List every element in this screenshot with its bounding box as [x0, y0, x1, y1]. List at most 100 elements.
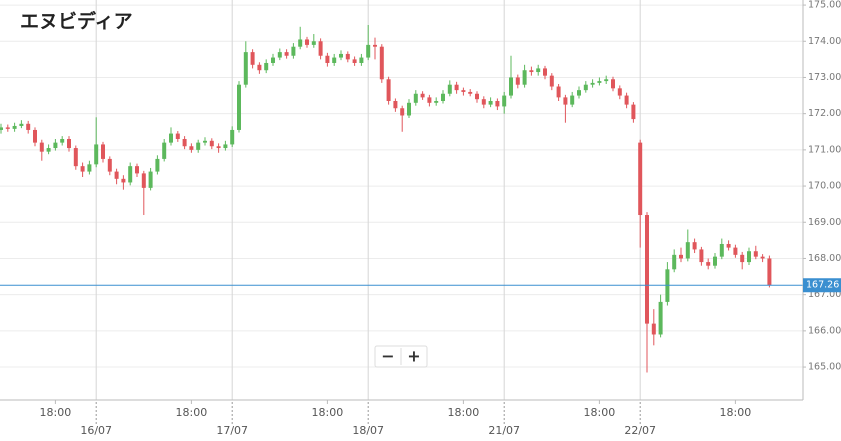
candle-body — [645, 215, 649, 324]
candle-body — [468, 91, 473, 94]
candle-body — [685, 242, 690, 259]
candle-body — [570, 95, 575, 105]
candle-body — [237, 84, 241, 130]
candle-body — [549, 75, 554, 87]
candle-body — [250, 52, 255, 65]
axes: 165.00 166.00 167.00 168.00 169.00 170.00 171.… — [40, 0, 841, 437]
candle-body — [305, 39, 309, 45]
candle-body — [366, 44, 371, 58]
candle-body — [713, 256, 717, 266]
candle-body — [46, 148, 51, 152]
x-tick-label: 18:00 — [312, 406, 344, 419]
zoom-in-button[interactable]: + — [407, 347, 420, 366]
candle-body — [536, 68, 541, 73]
x-tick-label: 18:00 — [448, 406, 480, 419]
x-tick-label: 18:00 — [176, 406, 208, 419]
candle-body — [101, 144, 105, 159]
candle-body — [658, 301, 663, 335]
candle-body — [339, 53, 343, 58]
zoom-out-button[interactable]: − — [381, 347, 394, 366]
candle-body — [400, 108, 405, 116]
candle-body — [706, 262, 711, 266]
candle-body — [719, 243, 724, 257]
candle-body — [427, 97, 432, 103]
candle-body — [556, 86, 561, 98]
candle-body — [12, 125, 17, 129]
candle-body — [434, 100, 439, 103]
candle-body — [475, 93, 479, 100]
candle-body — [386, 79, 391, 101]
candle-body — [522, 70, 527, 85]
candle-body — [583, 84, 588, 91]
candle-body — [631, 104, 636, 120]
candle-body — [753, 251, 758, 257]
candle-body — [352, 59, 357, 63]
candle-body — [577, 90, 581, 96]
candle-body — [277, 52, 282, 58]
candle-body — [318, 41, 323, 56]
candle-body — [638, 142, 643, 216]
y-tick-label: 173.00 — [808, 72, 841, 83]
date-label: 18/07 — [352, 424, 384, 437]
candle-body — [379, 46, 384, 80]
candle-body — [175, 133, 180, 140]
candle-body — [624, 95, 629, 105]
candle-body — [488, 100, 493, 105]
candle-body — [345, 53, 350, 60]
y-tick-label: 165.00 — [808, 362, 841, 373]
grid — [0, 0, 803, 400]
candle-body — [740, 254, 745, 263]
candle-body — [67, 139, 71, 149]
candle-body — [699, 249, 704, 263]
candle-body — [0, 127, 3, 130]
candle-body — [420, 93, 425, 98]
candle-body — [26, 123, 31, 130]
y-tick-label: 172.00 — [808, 108, 841, 119]
candle-body — [209, 140, 214, 147]
candle-body — [182, 139, 187, 147]
candle-body — [216, 146, 221, 149]
candle-body — [53, 142, 58, 149]
candle-body — [148, 171, 153, 188]
candle-body — [597, 81, 602, 83]
y-tick-label: 170.00 — [808, 181, 841, 192]
candle-body — [760, 256, 765, 259]
candle-body — [87, 164, 92, 172]
candle-body — [128, 166, 133, 183]
candle-body — [264, 62, 269, 71]
candle-body — [604, 79, 609, 82]
candle-body — [651, 323, 656, 335]
candle-body — [39, 142, 44, 152]
candle-body — [373, 44, 377, 47]
candle-body — [243, 52, 248, 85]
date-label: 17/07 — [216, 424, 248, 437]
candle-body — [617, 88, 622, 96]
candle-body — [611, 79, 615, 89]
y-tick-label: 175.00 — [808, 0, 841, 11]
candles — [0, 24, 803, 373]
candle-body — [515, 77, 520, 85]
candle-body — [271, 57, 275, 63]
candle-body — [509, 77, 513, 96]
candle-body — [107, 158, 112, 172]
candle-body — [563, 97, 568, 105]
date-label: 22/07 — [624, 424, 656, 437]
candle-body — [141, 173, 146, 188]
candle-body — [169, 133, 173, 143]
candle-body — [529, 70, 534, 73]
candle-body — [332, 57, 337, 63]
candle-body — [692, 242, 697, 250]
candle-body — [155, 158, 160, 172]
candle-body — [747, 251, 751, 263]
candle-body — [413, 93, 418, 103]
zoom-controls: − + — [374, 345, 428, 368]
candle-body — [114, 171, 119, 179]
candle-body — [495, 100, 500, 107]
candle-body — [393, 100, 398, 109]
candle-body — [441, 93, 445, 101]
candle-body — [33, 129, 37, 143]
candle-body — [325, 55, 330, 63]
last-price-box — [803, 278, 841, 293]
y-tick-label: 168.00 — [808, 253, 841, 264]
